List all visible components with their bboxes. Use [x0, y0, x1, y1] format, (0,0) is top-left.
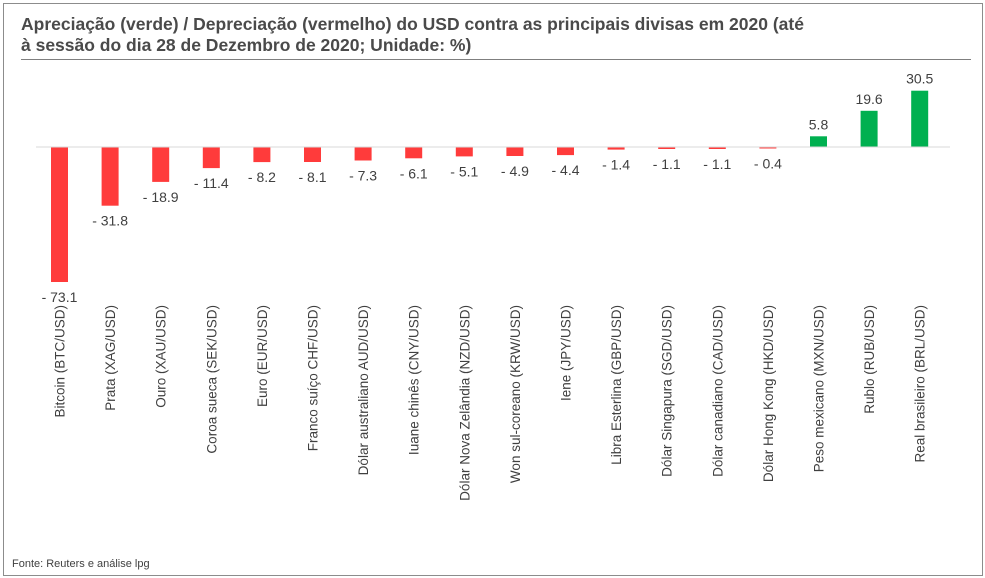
- category-labels-group: Bitcoin (BTC/USD) Prata (XAG/USD) Ouro (XA…: [53, 305, 928, 501]
- category-label-5: Franco suíço CHF/USD): [306, 305, 321, 451]
- value-label-15: 5.8: [809, 116, 829, 132]
- value-label-14: - 0.4: [754, 156, 782, 172]
- bar-8: [455, 147, 473, 157]
- value-label-7: - 6.1: [400, 165, 428, 181]
- bars-group: [51, 90, 929, 282]
- value-label-17: 30.5: [906, 71, 933, 87]
- category-label-14: Dólar Hong Kong (HKD/USD): [761, 305, 776, 482]
- chart-title-line-1: Apreciação (verde) / Depreciação (vermel…: [21, 14, 804, 34]
- bar-0: [51, 147, 68, 282]
- value-label-12: - 1.1: [653, 156, 681, 172]
- value-label-4: - 8.2: [248, 169, 276, 185]
- category-label-4: Euro (EUR/USD): [255, 305, 270, 407]
- value-label-1: - 31.8: [92, 213, 128, 229]
- bar-3: [202, 147, 220, 169]
- category-label-6: Dólar australiano AUD/USD): [356, 305, 371, 475]
- value-label-5: - 8.1: [298, 169, 326, 185]
- category-label-7: Iuane chinês (CNY/USD): [407, 305, 422, 455]
- value-label-9: - 4.9: [501, 163, 529, 179]
- bar-14: [759, 147, 777, 149]
- bar-7: [405, 147, 423, 159]
- value-label-13: - 1.1: [703, 156, 731, 172]
- bar-10: [557, 147, 574, 156]
- category-label-12: Dólar Singapura (SGD/USD): [660, 305, 675, 477]
- chart-title-line-2: à sessão do dia 28 de Dezembro de 2020; …: [21, 35, 472, 55]
- bar-11: [607, 147, 625, 150]
- value-label-2: - 18.9: [143, 189, 179, 205]
- bar-16: [860, 110, 878, 147]
- bar-2: [152, 147, 170, 182]
- chart-frame: Apreciação (verde) / Depreciação (vermel…: [3, 3, 983, 576]
- bar-12: [658, 147, 676, 149]
- value-label-11: - 1.4: [602, 157, 630, 173]
- value-label-16: 19.6: [855, 91, 882, 107]
- category-label-13: Dólar canadiano (CAD/USD): [710, 305, 725, 477]
- source-note: Fonte: Reuters e análise lpg: [12, 558, 150, 570]
- bar-13: [708, 147, 726, 149]
- category-label-17: Real brasileiro (BRL/USD): [913, 305, 928, 463]
- category-label-9: Won sul-coreano (KRW/USD): [508, 305, 523, 483]
- category-label-15: Peso mexicano (MXN/USD): [812, 305, 827, 472]
- value-label-0: - 73.1: [42, 289, 78, 305]
- category-label-16: Rublo (RUB/USD): [862, 305, 877, 414]
- value-label-6: - 7.3: [349, 168, 377, 184]
- bar-4: [253, 147, 271, 163]
- category-label-8: Dólar Nova Zelândia (NZD/USD): [457, 305, 472, 501]
- category-label-11: Libra Esterlina (GBP/USD): [609, 305, 624, 465]
- bar-9: [506, 147, 524, 156]
- category-label-3: Coroa sueca (SEK/USD): [204, 305, 219, 454]
- value-label-8: - 5.1: [450, 163, 478, 179]
- category-label-2: Ouro (XAU/USD): [154, 305, 169, 408]
- chart-title: Apreciação (verde) / Depreciação (vermel…: [21, 14, 971, 56]
- value-labels-group: - 73.1 - 31.8 - 18.9 - 11.4 - 8.2 - 8.1 - 7.3 -…: [42, 71, 934, 305]
- bar-5: [304, 147, 321, 162]
- bar-17: [911, 90, 929, 147]
- bar-6: [354, 147, 372, 161]
- title-divider: [21, 59, 971, 60]
- bar-1: [101, 147, 119, 206]
- value-label-3: - 11.4: [194, 175, 229, 191]
- category-label-1: Prata (XAG/USD): [103, 305, 118, 411]
- category-label-10: Iene (JPY/USD): [559, 305, 574, 401]
- bar-15: [810, 136, 827, 147]
- category-label-0: Bitcoin (BTC/USD): [53, 305, 68, 418]
- value-label-10: - 4.4: [551, 162, 579, 178]
